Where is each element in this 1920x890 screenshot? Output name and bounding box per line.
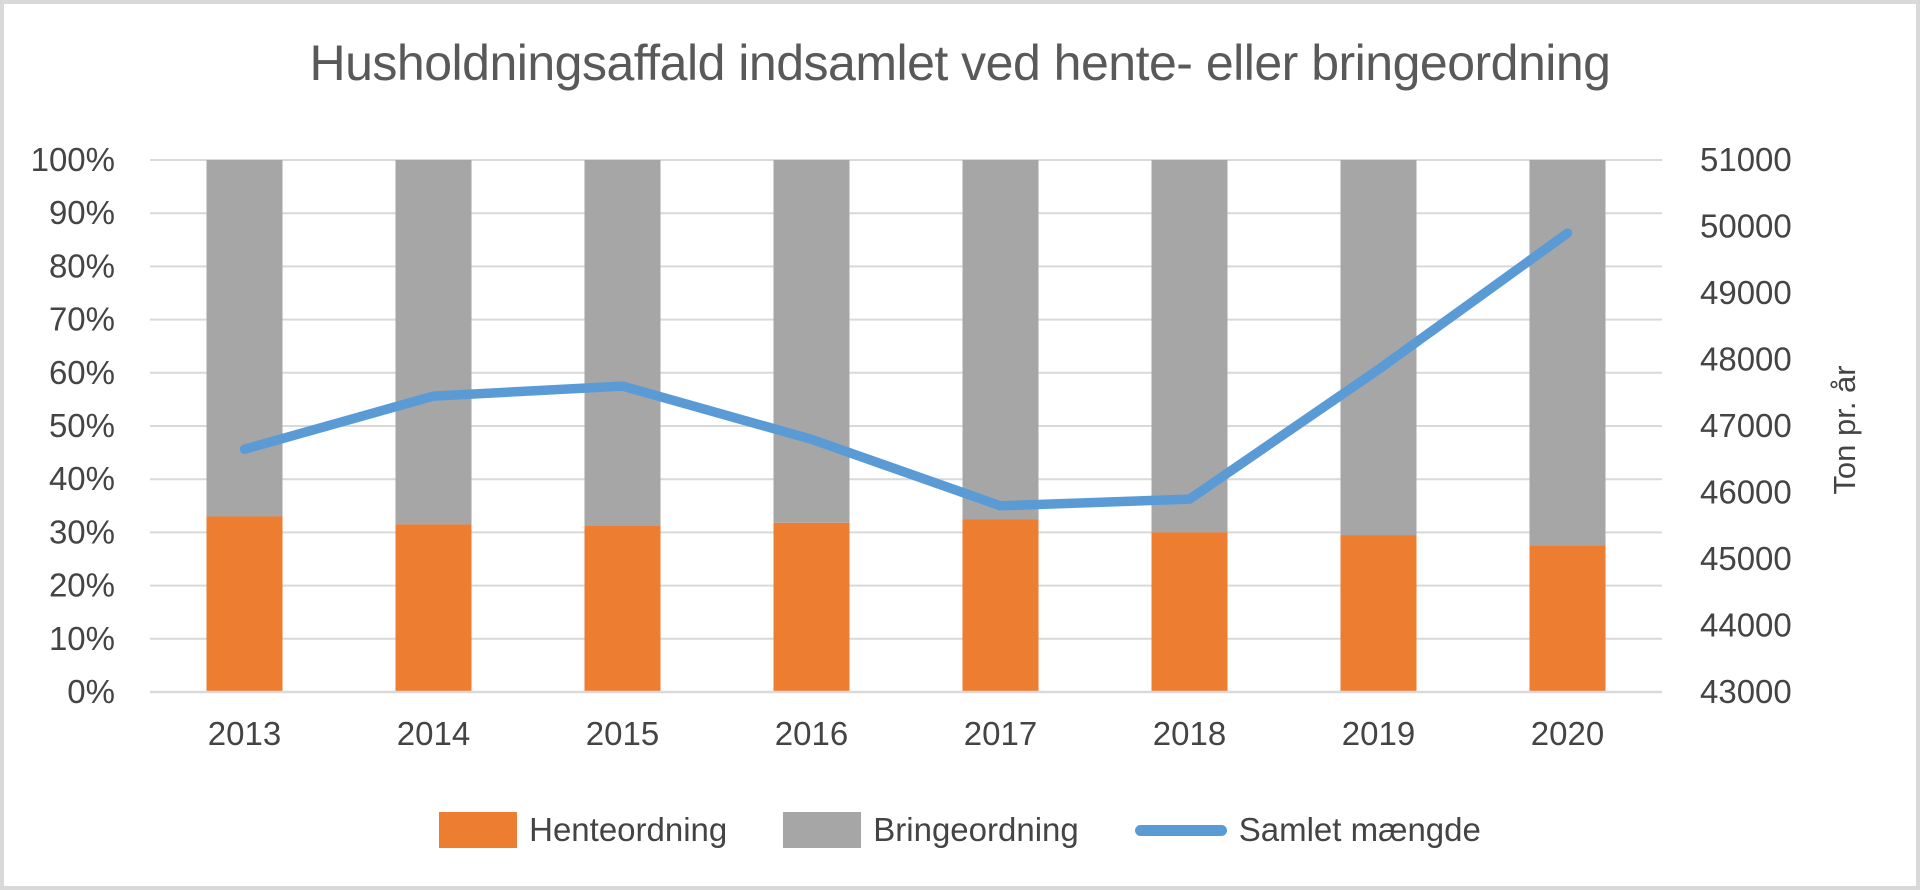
left-axis-tick-label: 70% <box>49 301 115 338</box>
right-axis-tick-label: 47000 <box>1700 407 1792 444</box>
left-axis-tick-label: 60% <box>49 354 115 391</box>
right-axis-tick-label: 43000 <box>1700 673 1792 710</box>
bar-segment-henteordning <box>773 522 850 692</box>
left-axis-tick-label: 100% <box>31 141 115 178</box>
legend-swatch-samlet-maengde <box>1134 824 1227 836</box>
x-axis-tick-label: 2013 <box>208 715 281 752</box>
right-axis-tick-label: 48000 <box>1700 341 1792 378</box>
legend-label-henteordning: Henteordning <box>529 811 728 848</box>
left-axis-tick-label: 50% <box>49 407 115 444</box>
x-axis-tick-label: 2019 <box>1342 715 1415 752</box>
bar-segment-bringeordning <box>584 160 661 527</box>
legend-swatch-henteordning <box>439 812 518 848</box>
legend-swatch-bringeordning <box>783 812 862 848</box>
legend-label-bringeordning: Bringeordning <box>873 811 1079 848</box>
bar-segment-henteordning <box>1340 535 1417 692</box>
bar-segment-henteordning <box>395 524 472 692</box>
bar-segment-bringeordning <box>1529 160 1606 546</box>
x-axis-tick-label: 2018 <box>1153 715 1226 752</box>
right-axis-tick-label: 51000 <box>1700 141 1792 178</box>
legend-item-bringeordning: Bringeordning <box>783 811 1079 849</box>
x-axis-tick-label: 2020 <box>1531 715 1604 752</box>
bar-segment-henteordning <box>1151 532 1228 692</box>
right-axis-tick-label: 45000 <box>1700 540 1792 577</box>
left-axis-tick-label: 10% <box>49 620 115 657</box>
left-axis-tick-label: 40% <box>49 460 115 497</box>
bar-segment-henteordning <box>584 526 661 692</box>
right-axis-tick-label: 44000 <box>1700 607 1792 644</box>
total-line <box>239 228 1573 511</box>
bar-segment-henteordning <box>206 516 283 692</box>
x-axis-tick-label: 2014 <box>397 715 470 752</box>
legend-item-samlet-maengde: Samlet mængde <box>1134 811 1481 849</box>
right-axis-tick-label: 49000 <box>1700 274 1792 311</box>
chart-title: Husholdningsaffald indsamlet ved hente- … <box>309 35 1612 91</box>
bar-segment-bringeordning <box>395 160 472 525</box>
left-axis-tick-label: 80% <box>49 247 115 284</box>
legend-item-henteordning: Henteordning <box>439 811 727 849</box>
bar-segment-henteordning <box>1529 545 1606 692</box>
bar-segment-henteordning <box>962 519 1039 692</box>
right-axis-tick-label: 50000 <box>1700 208 1792 245</box>
bar-segment-bringeordning <box>1151 160 1228 533</box>
left-axis-tick-label: 0% <box>67 673 115 710</box>
legend-label-samlet-maengde: Samlet mængde <box>1238 811 1481 848</box>
x-axis-tick-label: 2015 <box>586 715 659 752</box>
left-axis-tick-label: 30% <box>49 513 115 550</box>
left-axis-tick-label: 90% <box>49 194 115 231</box>
legend: Henteordning Bringeordning Samlet mængde <box>0 806 1920 854</box>
bar-segment-bringeordning <box>773 160 850 523</box>
x-axis-tick-label: 2017 <box>964 715 1037 752</box>
left-axis-tick-label: 20% <box>49 567 115 604</box>
bar-segment-bringeordning <box>962 160 1039 520</box>
bar-segment-bringeordning <box>206 160 283 517</box>
x-axis-tick-label: 2016 <box>775 715 848 752</box>
right-axis-title: Ton pr. år <box>1827 365 1862 495</box>
right-axis-tick-label: 46000 <box>1700 474 1792 511</box>
